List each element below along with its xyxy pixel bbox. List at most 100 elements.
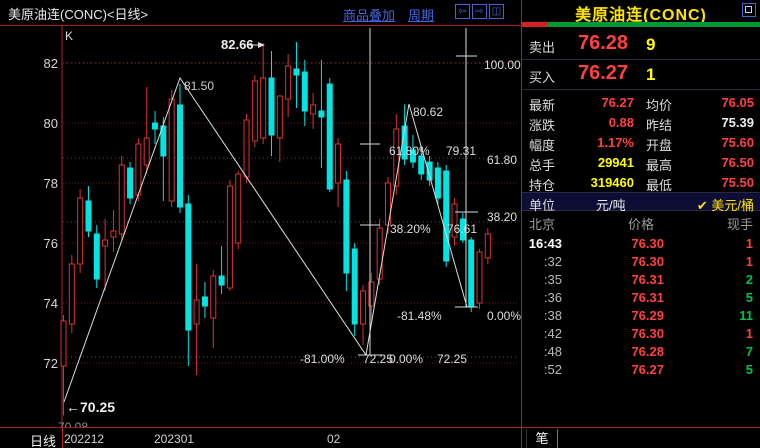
candle-body bbox=[68, 263, 75, 325]
xaxis-bar: 日线 202212 202301 02 bbox=[0, 427, 521, 448]
stat-label: 昨结 bbox=[646, 118, 673, 133]
period-label: 日线 bbox=[30, 434, 57, 448]
candle-body bbox=[459, 218, 466, 241]
candle-body bbox=[368, 281, 375, 307]
candle-body bbox=[409, 149, 416, 163]
divider bbox=[522, 59, 760, 60]
y-axis-tick: 78 bbox=[44, 176, 58, 191]
period-link[interactable]: 周期 bbox=[408, 8, 435, 23]
timesales-row: :36 76.31 5 bbox=[522, 288, 760, 306]
stat-value: 75.50 bbox=[721, 175, 754, 190]
candle-body bbox=[118, 164, 125, 235]
candle-body bbox=[201, 296, 208, 307]
candle-body bbox=[143, 137, 150, 166]
timesales-header: 北京 价格 现手 bbox=[522, 212, 760, 232]
chart-annotation: 82.66 bbox=[221, 37, 254, 52]
ts-price: 76.30 bbox=[631, 254, 664, 269]
candle-body bbox=[310, 104, 317, 115]
candle-body bbox=[335, 143, 342, 184]
ts-volume: 1 bbox=[745, 326, 753, 341]
candle-body bbox=[260, 77, 267, 139]
stat-row: 最新 76.27 均价 76.05 bbox=[522, 92, 760, 113]
chart-annotation: 61.80% bbox=[389, 144, 430, 158]
chart-annotation: 0.00% bbox=[389, 352, 423, 366]
ask-row[interactable]: 卖出 76.28 9 bbox=[522, 30, 760, 59]
candle-body bbox=[77, 197, 84, 265]
ts-volume: 1 bbox=[745, 236, 753, 251]
stat-label: 持仓 bbox=[529, 178, 556, 193]
candle-body bbox=[152, 122, 159, 130]
ts-volume: 5 bbox=[745, 362, 753, 377]
kline-chart-area[interactable]: 82 80 78 76 74 72 K 82.66 81.50 80.62 61.80% 79.31 1… bbox=[0, 26, 521, 434]
overlay-link[interactable]: 商品叠加 bbox=[343, 8, 396, 23]
ts-time: :36 bbox=[543, 290, 562, 305]
panel-bottom-bar: 笔 bbox=[522, 427, 760, 448]
stat-label: 最新 bbox=[529, 98, 556, 113]
ts-price: 76.31 bbox=[631, 290, 664, 305]
timesales-row: :52 76.27 5 bbox=[522, 360, 760, 378]
candle-body bbox=[176, 104, 183, 208]
candle-body bbox=[85, 200, 92, 232]
bid-row[interactable]: 买入 76.27 1 bbox=[522, 60, 760, 89]
candle-body bbox=[484, 233, 491, 259]
unit-cny: 元/吨 bbox=[596, 198, 626, 213]
scroll-right-icon[interactable]: ⇨ bbox=[472, 4, 487, 19]
ts-time: :38 bbox=[543, 308, 562, 323]
stat-row: 涨跌 0.88 昨结 75.39 bbox=[522, 112, 760, 133]
y-axis-tick: 72 bbox=[44, 356, 58, 371]
stat-label: 开盘 bbox=[646, 138, 673, 153]
ts-volume: 7 bbox=[745, 344, 753, 359]
ts-price: 76.28 bbox=[631, 344, 664, 359]
candle-body bbox=[127, 167, 134, 199]
axis-line bbox=[62, 428, 63, 448]
stat-value: 76.50 bbox=[721, 155, 754, 170]
stat-label: 最高 bbox=[646, 158, 673, 173]
candle-body bbox=[376, 227, 383, 280]
chart-annotation: 38.20% bbox=[390, 222, 431, 236]
ts-time: :42 bbox=[543, 326, 562, 341]
check-icon: ✔ bbox=[696, 198, 708, 213]
candle-body bbox=[434, 167, 441, 199]
ask-price: 76.28 bbox=[578, 32, 629, 54]
stat-value: 29941 bbox=[597, 155, 634, 170]
chart-annotation: 81.50 bbox=[184, 79, 214, 93]
scroll-left-icon[interactable]: ⇦ bbox=[455, 4, 470, 19]
ask-qty: 9 bbox=[646, 35, 656, 54]
ts-volume: 2 bbox=[745, 272, 753, 287]
unit-row: 单位 元/吨 ✔ 美元/桶 bbox=[522, 192, 760, 214]
stat-label: 总手 bbox=[529, 158, 556, 173]
candle-body bbox=[193, 299, 200, 325]
y-axis-tick: 80 bbox=[44, 116, 58, 131]
split-view-icon[interactable]: ◫ bbox=[489, 4, 504, 19]
bid-price: 76.27 bbox=[578, 62, 629, 84]
ts-time-header: 北京 bbox=[529, 217, 556, 232]
ts-time: :48 bbox=[543, 344, 562, 359]
candle-body bbox=[243, 119, 250, 178]
ts-time: 16:43 bbox=[528, 236, 562, 251]
unit-label: 单位 bbox=[529, 198, 556, 213]
candle-body bbox=[268, 77, 275, 136]
ts-price: 76.30 bbox=[631, 326, 664, 341]
candle-body bbox=[285, 65, 292, 100]
tab-tick[interactable]: 笔 bbox=[526, 429, 558, 448]
instrument-title: 美原油连(CONC) bbox=[575, 7, 707, 24]
candle-body bbox=[135, 143, 142, 196]
timesales-row: :35 76.31 2 bbox=[522, 270, 760, 288]
chart-annotation: 72.25 bbox=[437, 352, 467, 366]
kline-chart[interactable]: 82 80 78 76 74 72 K 82.66 81.50 80.62 61.80% 79.31 1… bbox=[0, 26, 521, 434]
timesales-row: :48 76.28 7 bbox=[522, 342, 760, 360]
ts-time: :35 bbox=[543, 272, 562, 287]
timesales-row: :38 76.29 11 bbox=[522, 306, 760, 324]
ts-time: :52 bbox=[543, 362, 562, 377]
stat-value: 76.27 bbox=[601, 95, 634, 110]
chart-annotation: 100.00 bbox=[484, 58, 521, 72]
bid-qty: 1 bbox=[646, 65, 656, 84]
ts-price: 76.27 bbox=[631, 362, 664, 377]
x-axis-tick: 02 bbox=[327, 432, 341, 446]
unit-usd-toggle[interactable]: ✔ 美元/桶 bbox=[697, 195, 754, 214]
stat-row: 持仓 319460 最低 75.50 bbox=[522, 172, 760, 193]
ts-vol-header: 现手 bbox=[726, 217, 753, 232]
candle-body bbox=[443, 170, 450, 262]
maximize-icon[interactable] bbox=[742, 3, 756, 17]
chart-annotation: -81.48% bbox=[397, 309, 442, 323]
